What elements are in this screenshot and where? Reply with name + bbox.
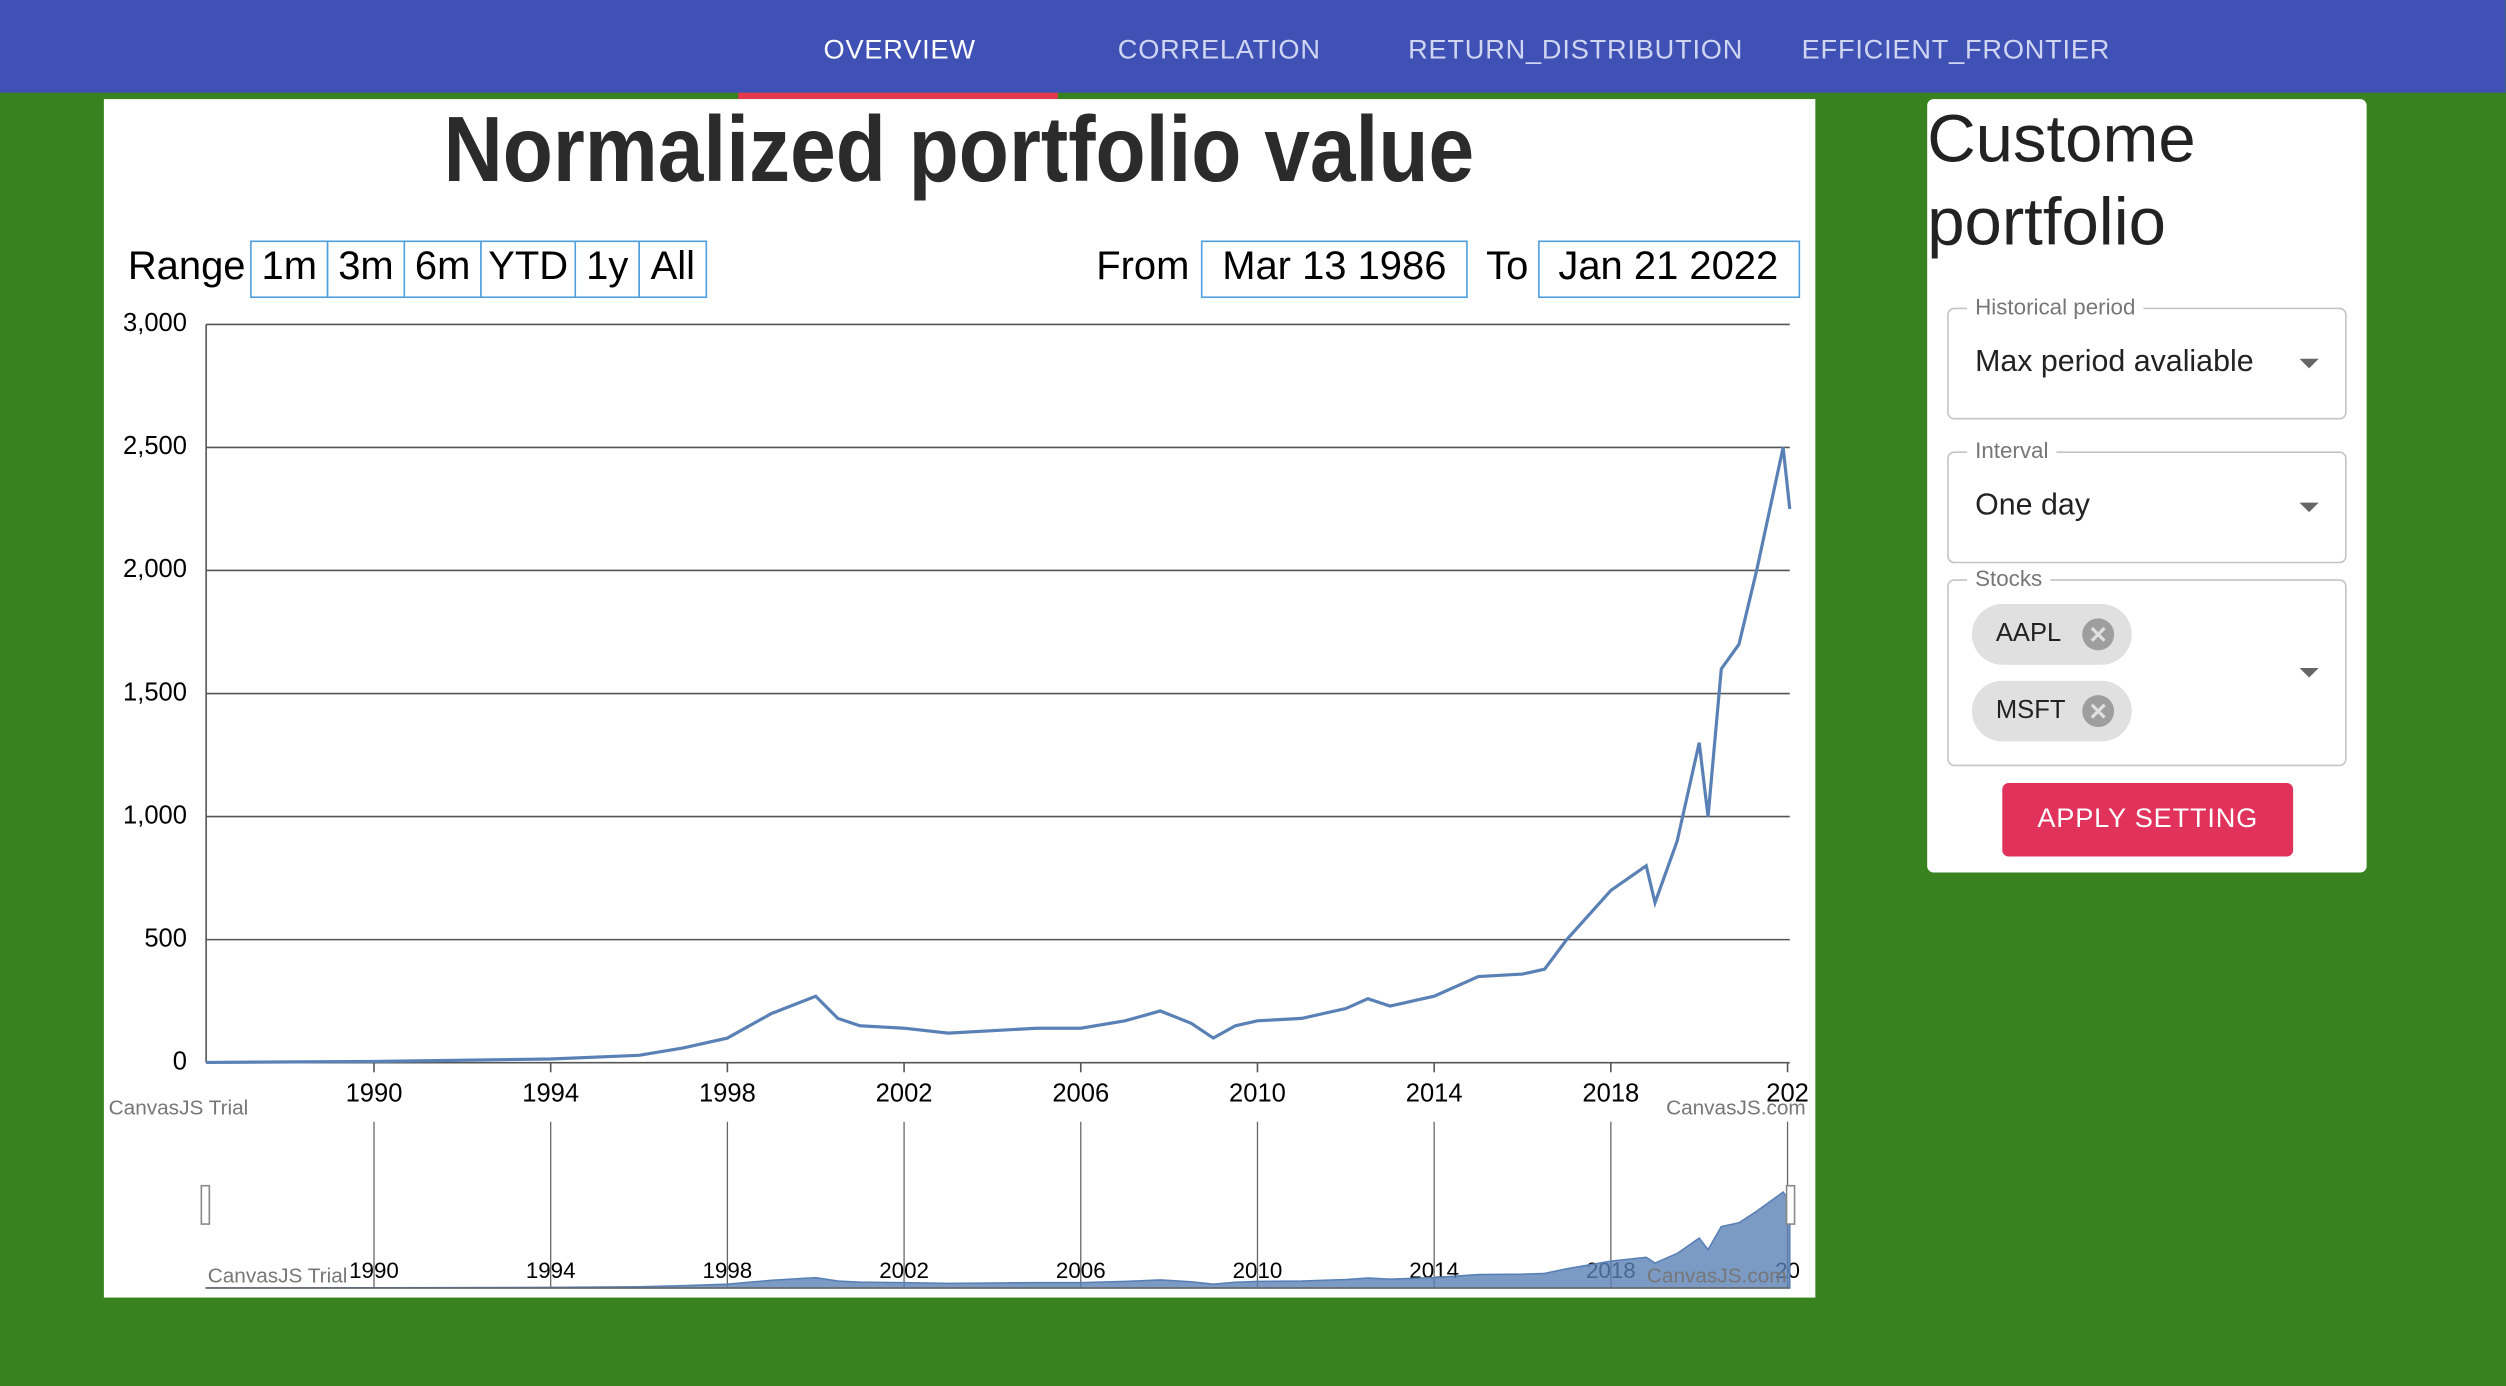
- navigator-handle[interactable]: [1785, 1184, 1796, 1225]
- navigator-area: [205, 1190, 1791, 1289]
- x-tick-label: 2002: [876, 1079, 933, 1107]
- watermark: CanvasJS.com: [1647, 1264, 1787, 1287]
- field-outline[interactable]: [1947, 307, 2347, 420]
- apply-button-label: APPLY SETTING: [2037, 802, 2258, 833]
- range-button-label: 1y: [586, 244, 628, 288]
- field-label-bg: [1967, 575, 2051, 585]
- x-tick-label: 1994: [522, 1079, 579, 1107]
- range-button-label: All: [651, 244, 695, 288]
- to-value: Jan 21 2022: [1558, 244, 1778, 288]
- x-tick-label: 2014: [1406, 1079, 1463, 1107]
- watermark: CanvasJS Trial: [208, 1264, 348, 1287]
- y-tick-label: 2,000: [123, 555, 187, 583]
- from-value: Mar 13 1986: [1222, 244, 1446, 288]
- navigator-handle[interactable]: [200, 1184, 211, 1225]
- nav-bar: [0, 0, 2506, 93]
- dropdown-arrow[interactable]: [2299, 667, 2319, 678]
- y-tick-label: 2,500: [123, 432, 187, 460]
- stock-chip: [1971, 680, 2132, 742]
- range-button-label: 3m: [338, 244, 393, 288]
- chart-card: [103, 99, 1816, 1298]
- field-value: One day: [1975, 489, 2091, 522]
- active-tab-indicator: [738, 92, 1058, 100]
- range-button-label: 1m: [261, 244, 316, 288]
- x-tick-label: 202: [1766, 1079, 1809, 1107]
- range-button-label: 6m: [415, 244, 470, 288]
- field-label-bg: [1967, 447, 2057, 458]
- apply-button[interactable]: [2002, 783, 2294, 857]
- navigator-tick-label: 1998: [703, 1258, 753, 1283]
- sidebar-card: [1927, 99, 2367, 873]
- navigator-tick-label: 2010: [1233, 1258, 1283, 1283]
- sidebar-title: Custome: [1927, 102, 2196, 177]
- y-tick-label: 1,000: [123, 801, 187, 829]
- x-tick-label: 2018: [1582, 1079, 1639, 1107]
- x-tick-label: 2010: [1229, 1079, 1286, 1107]
- field-outline[interactable]: [1947, 579, 2347, 767]
- watermark: CanvasJS Trial: [109, 1096, 249, 1119]
- chip-remove-x: [2090, 626, 2106, 642]
- navigator-tick-label: 1994: [526, 1258, 576, 1283]
- field-label: Stocks: [1975, 566, 2042, 591]
- dropdown-arrow[interactable]: [2299, 358, 2319, 369]
- y-tick-label: 0: [173, 1047, 187, 1075]
- chart-title: Normalized portfolio value: [443, 97, 1474, 201]
- y-tick-label: 1,500: [123, 678, 187, 706]
- field-value: Max period avaliable: [1975, 345, 2253, 378]
- from-input[interactable]: [1200, 240, 1468, 299]
- series-line: [206, 447, 1792, 1065]
- navigator-tick-label: 1990: [349, 1258, 399, 1283]
- nav-tab[interactable]: RETURN_DISTRIBUTION: [1408, 33, 1743, 64]
- range-label: Range: [128, 244, 246, 288]
- x-tick-label: 1990: [346, 1079, 403, 1107]
- stock-chip: [1971, 604, 2132, 665]
- stock-chip-label: MSFT: [1996, 696, 2066, 724]
- to-label: To: [1486, 244, 1528, 288]
- field-outline[interactable]: [1947, 451, 2347, 564]
- range-button-label: YTD: [488, 244, 568, 288]
- nav-tab[interactable]: CORRELATION: [1118, 33, 1321, 64]
- y-tick-label: 3,000: [123, 309, 187, 337]
- stock-chip-label: AAPL: [1996, 619, 2061, 647]
- navigator-tick-label: 2002: [879, 1258, 929, 1283]
- field-label-bg: [1967, 303, 2144, 314]
- from-label: From: [1096, 244, 1189, 288]
- to-input[interactable]: [1538, 240, 1801, 299]
- range-button[interactable]: [638, 240, 708, 299]
- sidebar-title: portfolio: [1927, 185, 2166, 260]
- x-tick-label: 2006: [1052, 1079, 1109, 1107]
- dropdown-arrow[interactable]: [2299, 502, 2319, 513]
- field-label: Historical period: [1975, 294, 2135, 319]
- nav-tab[interactable]: EFFICIENT_FRONTIER: [1802, 33, 2111, 64]
- chip-remove-x: [2090, 703, 2106, 719]
- range-button[interactable]: [250, 240, 329, 299]
- range-button[interactable]: [574, 240, 640, 299]
- content: Normalized portfolio value Range From Ma…: [0, 0, 2506, 1298]
- navigator-tick-label: 2006: [1056, 1258, 1106, 1283]
- y-tick-label: 500: [144, 924, 187, 952]
- x-tick-label: 1998: [699, 1079, 756, 1107]
- field-label: Interval: [1975, 438, 2048, 463]
- nav-tab[interactable]: OVERVIEW: [824, 33, 976, 64]
- watermark: CanvasJS.com: [1666, 1096, 1806, 1119]
